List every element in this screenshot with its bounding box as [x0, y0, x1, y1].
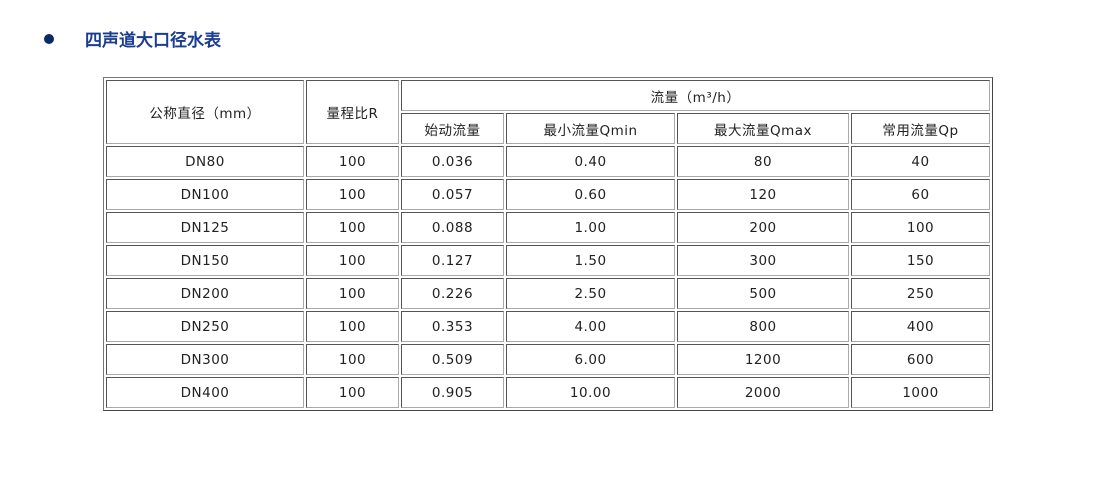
cell-ratio: 100	[306, 212, 399, 243]
cell-start-flow: 0.905	[401, 377, 504, 408]
cell-ratio: 100	[306, 245, 399, 276]
cell-min-flow: 2.50	[506, 278, 675, 309]
cell-min-flow: 4.00	[506, 311, 675, 342]
section-title: 四声道大口径水表	[85, 31, 221, 51]
cell-nominal-flow: 150	[851, 245, 990, 276]
spec-table: 公称直径（mm） 量程比R 流量（m³/h） 始动流量 最小流量Qmin 最大流…	[103, 77, 993, 411]
table-row: DN125 100 0.088 1.00 200 100	[106, 212, 990, 243]
cell-diameter: DN100	[106, 179, 304, 210]
cell-start-flow: 0.057	[401, 179, 504, 210]
cell-nominal-flow: 250	[851, 278, 990, 309]
cell-nominal-flow: 1000	[851, 377, 990, 408]
header-nominal-flow: 常用流量Qp	[851, 113, 990, 144]
cell-start-flow: 0.088	[401, 212, 504, 243]
cell-max-flow: 300	[677, 245, 849, 276]
cell-ratio: 100	[306, 278, 399, 309]
cell-min-flow: 0.40	[506, 146, 675, 177]
table-row: DN80 100 0.036 0.40 80 40	[106, 146, 990, 177]
cell-max-flow: 80	[677, 146, 849, 177]
table-row: DN400 100 0.905 10.00 2000 1000	[106, 377, 990, 408]
table-row: DN150 100 0.127 1.50 300 150	[106, 245, 990, 276]
cell-max-flow: 500	[677, 278, 849, 309]
table-row: DN300 100 0.509 6.00 1200 600	[106, 344, 990, 375]
header-min-flow: 最小流量Qmin	[506, 113, 675, 144]
table-row: DN250 100 0.353 4.00 800 400	[106, 311, 990, 342]
cell-diameter: DN250	[106, 311, 304, 342]
header-diameter: 公称直径（mm）	[106, 80, 304, 144]
cell-max-flow: 2000	[677, 377, 849, 408]
cell-diameter: DN150	[106, 245, 304, 276]
cell-max-flow: 200	[677, 212, 849, 243]
cell-diameter: DN125	[106, 212, 304, 243]
cell-min-flow: 1.50	[506, 245, 675, 276]
cell-nominal-flow: 40	[851, 146, 990, 177]
cell-start-flow: 0.127	[401, 245, 504, 276]
cell-nominal-flow: 100	[851, 212, 990, 243]
cell-ratio: 100	[306, 311, 399, 342]
cell-ratio: 100	[306, 377, 399, 408]
cell-ratio: 100	[306, 344, 399, 375]
cell-nominal-flow: 600	[851, 344, 990, 375]
cell-diameter: DN400	[106, 377, 304, 408]
cell-ratio: 100	[306, 179, 399, 210]
cell-start-flow: 0.509	[401, 344, 504, 375]
section-heading: 四声道大口径水表	[44, 26, 221, 51]
cell-min-flow: 1.00	[506, 212, 675, 243]
cell-min-flow: 0.60	[506, 179, 675, 210]
cell-max-flow: 800	[677, 311, 849, 342]
header-start-flow: 始动流量	[401, 113, 504, 144]
cell-diameter: DN300	[106, 344, 304, 375]
cell-start-flow: 0.036	[401, 146, 504, 177]
cell-ratio: 100	[306, 146, 399, 177]
cell-min-flow: 6.00	[506, 344, 675, 375]
header-flow-group: 流量（m³/h）	[401, 80, 990, 111]
cell-max-flow: 1200	[677, 344, 849, 375]
cell-nominal-flow: 400	[851, 311, 990, 342]
cell-max-flow: 120	[677, 179, 849, 210]
cell-diameter: DN200	[106, 278, 304, 309]
header-max-flow: 最大流量Qmax	[677, 113, 849, 144]
table-row: DN200 100 0.226 2.50 500 250	[106, 278, 990, 309]
cell-min-flow: 10.00	[506, 377, 675, 408]
cell-start-flow: 0.353	[401, 311, 504, 342]
bullet-icon	[44, 33, 54, 44]
header-ratio: 量程比R	[306, 80, 399, 144]
cell-start-flow: 0.226	[401, 278, 504, 309]
cell-nominal-flow: 60	[851, 179, 990, 210]
cell-diameter: DN80	[106, 146, 304, 177]
table-row: DN100 100 0.057 0.60 120 60	[106, 179, 990, 210]
